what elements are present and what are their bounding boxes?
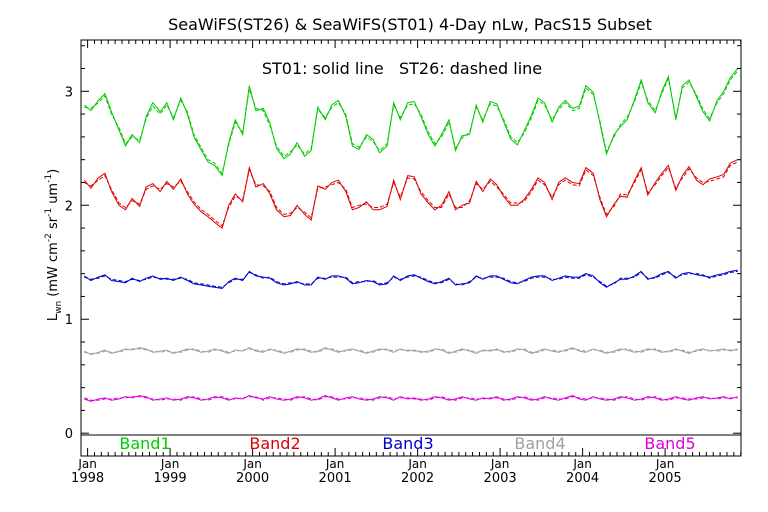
y-tick-label: 1 — [65, 313, 73, 328]
x-tick-month-label: Jan — [655, 457, 675, 471]
series-line-band5-dashed — [84, 396, 738, 401]
line-style-annotation: ST01: solid line ST26: dashed line — [262, 59, 542, 78]
x-tick-year-label: 2001 — [319, 471, 352, 486]
x-tick-month-label: Jan — [407, 457, 427, 471]
y-tick-label: 3 — [65, 85, 73, 100]
x-tick-year-label: 2003 — [484, 471, 517, 486]
series-line-band4-dashed — [84, 348, 738, 354]
legend-label-band1: Band1 — [119, 434, 170, 453]
x-tick-year-label: 2000 — [236, 471, 269, 486]
series-line-band3-solid — [84, 269, 738, 290]
axes: 0123Jan1998Jan1999Jan2000Jan2001Jan2002J… — [65, 39, 742, 486]
y-label-main: L — [46, 313, 61, 321]
y-tick-label: 2 — [65, 199, 73, 214]
svg-text:Lwn (mW cm-2 sr-1 um-1): Lwn (mW cm-2 sr-1 um-1) — [44, 169, 64, 321]
legend-label-band4: Band4 — [514, 434, 565, 453]
band-legend: Band1 Band2 Band3 Band4 Band5 — [119, 434, 695, 453]
x-tick-month-label: Jan — [572, 457, 592, 471]
legend-label-band3: Band3 — [382, 434, 433, 453]
series-line-band1-dashed — [84, 70, 739, 175]
x-tick-year-label: 1999 — [154, 471, 187, 486]
y-label-subscript: wn — [54, 301, 64, 314]
y-axis-label: Lwn (mW cm-2 sr-1 um-1) — [44, 169, 64, 321]
x-tick-month-label: Jan — [325, 457, 345, 471]
series-line-band2-dashed — [84, 161, 738, 227]
y-label-sup-1: -2 — [44, 233, 54, 242]
x-tick-month-label: Jan — [242, 457, 262, 471]
x-tick-month-label: Jan — [160, 457, 180, 471]
x-tick-month-label: Jan — [490, 457, 510, 471]
x-tick-year-label: 2004 — [566, 471, 599, 486]
series-line-band5-solid — [84, 395, 738, 402]
x-tick-year-label: 2002 — [401, 471, 434, 486]
series-line-band4-solid — [84, 347, 738, 356]
y-label-units-mid-1: sr — [46, 216, 61, 233]
x-tick-month-label: Jan — [77, 457, 97, 471]
y-label-units-mid-2: um — [46, 183, 61, 208]
y-tick-label: 0 — [65, 427, 73, 442]
y-label-sup-3: -1 — [44, 174, 54, 183]
x-tick-year-label: 1998 — [71, 471, 104, 486]
y-label-sup-2: -1 — [44, 208, 54, 217]
x-tick-year-label: 2005 — [649, 471, 682, 486]
series-line-band2-solid — [83, 159, 738, 229]
series-layer — [83, 68, 739, 402]
y-label-units-close: ) — [46, 169, 61, 174]
chart-title: SeaWiFS(ST26) & SeaWiFS(ST01) 4-Day nLw,… — [168, 15, 652, 34]
y-label-units-open: (mW cm — [46, 242, 61, 297]
legend-label-band5: Band5 — [644, 434, 695, 453]
series-line-band1-solid — [83, 68, 739, 177]
legend-label-band2: Band2 — [249, 434, 300, 453]
